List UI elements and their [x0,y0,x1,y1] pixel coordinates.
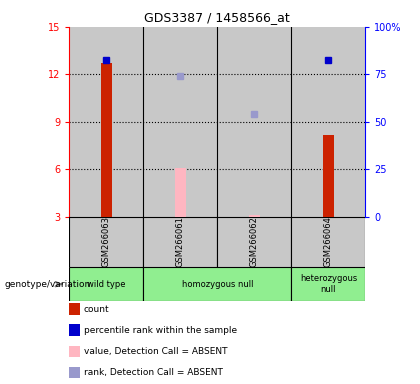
Bar [69,367,80,378]
Bar [218,217,291,267]
Bar [143,267,291,301]
Bar [291,217,365,267]
Bar [218,27,291,217]
Text: GSM266064: GSM266064 [324,217,333,267]
Bar [143,217,218,267]
Text: percentile rank within the sample: percentile rank within the sample [84,326,237,335]
Text: GSM266061: GSM266061 [176,217,185,267]
Bar [69,27,143,217]
Bar [249,215,260,217]
Text: value, Detection Call = ABSENT: value, Detection Call = ABSENT [84,347,228,356]
Text: GSM266063: GSM266063 [102,217,111,267]
Text: count: count [84,305,110,314]
Text: homozygous null: homozygous null [181,280,253,289]
Text: wild type: wild type [87,280,126,289]
Bar [175,168,186,217]
Bar [291,267,365,301]
Bar [69,346,80,357]
Bar [323,135,334,217]
Text: genotype/variation: genotype/variation [4,280,90,289]
Bar [143,27,218,217]
Bar [69,217,143,267]
Bar [69,324,80,336]
Title: GDS3387 / 1458566_at: GDS3387 / 1458566_at [144,11,290,24]
Bar [291,27,365,217]
Text: rank, Detection Call = ABSENT: rank, Detection Call = ABSENT [84,368,223,377]
Bar [69,303,80,315]
Text: heterozygous
null: heterozygous null [300,275,357,294]
Text: GSM266062: GSM266062 [250,217,259,267]
Bar [101,63,112,217]
Bar [69,267,143,301]
